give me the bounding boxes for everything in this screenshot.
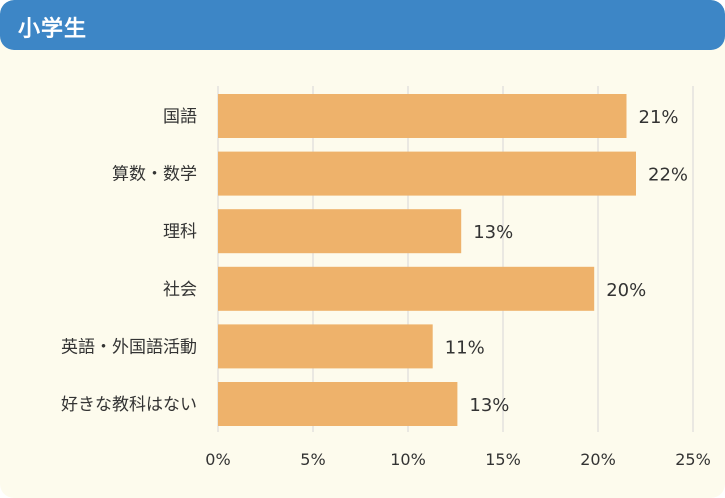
category-label: 理科 — [163, 222, 197, 242]
category-label: 英語・外国語活動 — [61, 337, 197, 357]
bar — [218, 382, 458, 426]
value-label: 13% — [473, 222, 513, 243]
category-label: 好きな教科はない — [61, 395, 197, 415]
x-tick-label: 5% — [300, 450, 325, 469]
grid-lines — [217, 86, 694, 432]
value-label: 13% — [469, 395, 509, 416]
x-tick-label: 0% — [205, 450, 230, 469]
value-label: 20% — [606, 280, 646, 301]
x-tick-labels: 0% 5% 10% 15% 20% 25% — [205, 450, 710, 469]
value-label: 11% — [445, 337, 485, 358]
bar — [218, 266, 595, 311]
value-label: 21% — [639, 107, 679, 128]
bar — [218, 151, 636, 196]
value-label: 22% — [648, 165, 688, 186]
category-label: 算数・数学 — [112, 165, 197, 185]
chart-title: 小学生 — [18, 17, 88, 42]
bar — [218, 209, 462, 254]
value-labels: 21% 22% 13% 20% 11% 13% — [445, 107, 688, 416]
category-label: 社会 — [163, 280, 197, 300]
x-tick-label: 25% — [675, 450, 711, 469]
x-tick-label: 15% — [485, 450, 521, 469]
chart-header: 小学生 — [0, 0, 725, 50]
category-label: 国語 — [163, 107, 197, 127]
x-tick-label: 10% — [390, 450, 426, 469]
bar — [218, 94, 627, 138]
bars — [218, 94, 636, 426]
x-tick-label: 20% — [580, 450, 616, 469]
bar — [218, 324, 433, 369]
